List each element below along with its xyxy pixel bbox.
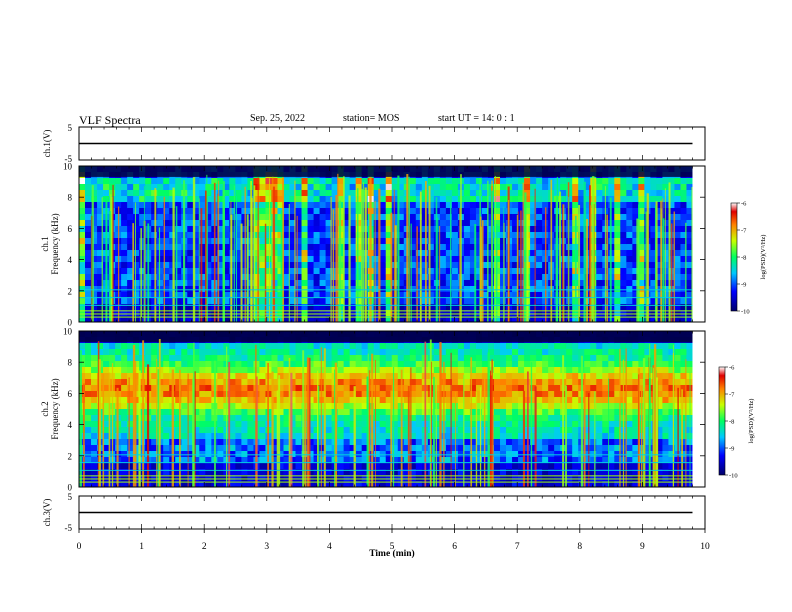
- ch2-spectrogram-ylabel-freq: Frequency (kHz): [50, 378, 60, 439]
- colorbar-tick-label: -7: [741, 228, 747, 235]
- ch1-colorbar-gradient: [730, 202, 738, 312]
- colorbar-tick-label: -10: [729, 473, 738, 480]
- freq-tick-label: 10: [63, 162, 73, 172]
- ch1-spectrogram-image: [79, 166, 705, 323]
- colorbar-tick-label: -6: [741, 201, 747, 208]
- ch1-waveform-ylabel: ch.1(V): [42, 130, 52, 158]
- ch1-spectrogram-ylabel-channel: ch.1: [40, 236, 50, 251]
- colorbar-tick-label: -6: [729, 365, 735, 372]
- time-tick-label: 4: [327, 542, 332, 552]
- ch2-colorbar-gradient: [718, 366, 726, 476]
- ch3-waveform-panel: 5 -5 ch.3(V): [42, 492, 706, 533]
- station-label: station= MOS: [343, 113, 400, 124]
- time-tick-label: 1: [139, 542, 144, 552]
- ch3-waveform-ylabel: ch.3(V): [42, 499, 52, 527]
- time-tick-label: 0: [77, 542, 82, 552]
- colorbar-tick-label: -10: [741, 309, 750, 316]
- freq-tick-label: 4: [68, 255, 73, 265]
- ch2-spectrogram-image: [79, 331, 705, 488]
- colorbar-tick-label: -7: [729, 392, 735, 399]
- colorbar-tick-label: -9: [741, 282, 746, 289]
- time-tick-label: 6: [452, 542, 457, 552]
- panel-minor-ticks: [78, 127, 706, 529]
- figure-title: VLF Spectra: [79, 113, 141, 127]
- ch2-spectrogram-ylabel-channel: ch.2: [40, 401, 50, 416]
- time-tick-label: 3: [264, 542, 269, 552]
- freq-tick-label: 0: [68, 318, 73, 328]
- ch1-freq-ticks: 0 2 4 6 8 10: [63, 162, 705, 328]
- time-tick-label: 9: [640, 542, 645, 552]
- freq-tick-label: 8: [68, 358, 73, 368]
- ch1-spectrogram-ylabel-freq: Frequency (kHz): [50, 213, 60, 274]
- freq-tick-label: 2: [68, 286, 73, 296]
- ch2-freq-ticks: 0 2 4 6 8 10: [63, 327, 705, 493]
- freq-tick-label: 6: [68, 224, 73, 234]
- freq-tick-label: 8: [68, 193, 73, 203]
- freq-tick-label: 0: [68, 483, 73, 493]
- time-tick-label: 5: [390, 542, 395, 552]
- ch1-waveform-panel: 5 -5 ch.1(V): [42, 123, 706, 164]
- time-tick-label: 2: [202, 542, 207, 552]
- time-tick-label: 10: [700, 542, 710, 552]
- freq-tick-label: 6: [68, 389, 73, 399]
- ch1-colorbar: -6 -7 -8 -9 -10 log(PSD)(V²/Hz): [730, 201, 767, 316]
- ch3-ytick-bottom: -5: [65, 523, 73, 533]
- ch2-colorbar-ticks: -6 -7 -8 -9 -10: [725, 365, 738, 480]
- time-axis: Time (min) 0 1 2 3 4 5 6 7 8 9 10: [77, 529, 710, 559]
- ch1-colorbar-ticks: -6 -7 -8 -9 -10: [737, 201, 750, 316]
- colorbar-tick-label: -8: [729, 419, 734, 426]
- colorbar-tick-label: -8: [741, 255, 746, 262]
- ch1-colorbar-label: log(PSD)(V²/Hz): [760, 235, 767, 280]
- ch2-colorbar-label: log(PSD)(V²/Hz): [748, 399, 755, 444]
- start-time-label: start UT = 14: 0 : 1: [438, 113, 515, 124]
- freq-tick-label: 2: [68, 451, 73, 461]
- ch1-ytick-top: 5: [68, 123, 73, 133]
- freq-tick-label: 10: [63, 327, 73, 337]
- ch3-ytick-top: 5: [68, 492, 73, 502]
- time-tick-label: 8: [577, 542, 582, 552]
- ch1-ytick-bottom: -5: [65, 154, 73, 164]
- ch1-spectrogram-panel: 0 2 4 6 8 10 ch.1 Frequency (kHz): [40, 162, 706, 328]
- colorbar-tick-label: -9: [729, 446, 734, 453]
- freq-tick-label: 4: [68, 420, 73, 430]
- time-axis-label: Time (min): [369, 548, 414, 559]
- ch2-colorbar: -6 -7 -8 -9 -10 log(PSD)(V²/Hz): [718, 365, 755, 480]
- time-tick-label: 7: [515, 542, 520, 552]
- date-label: Sep. 25, 2022: [250, 113, 305, 124]
- ch2-spectrogram-panel: 0 2 4 6 8 10 ch.2 Frequency (kHz): [40, 327, 706, 493]
